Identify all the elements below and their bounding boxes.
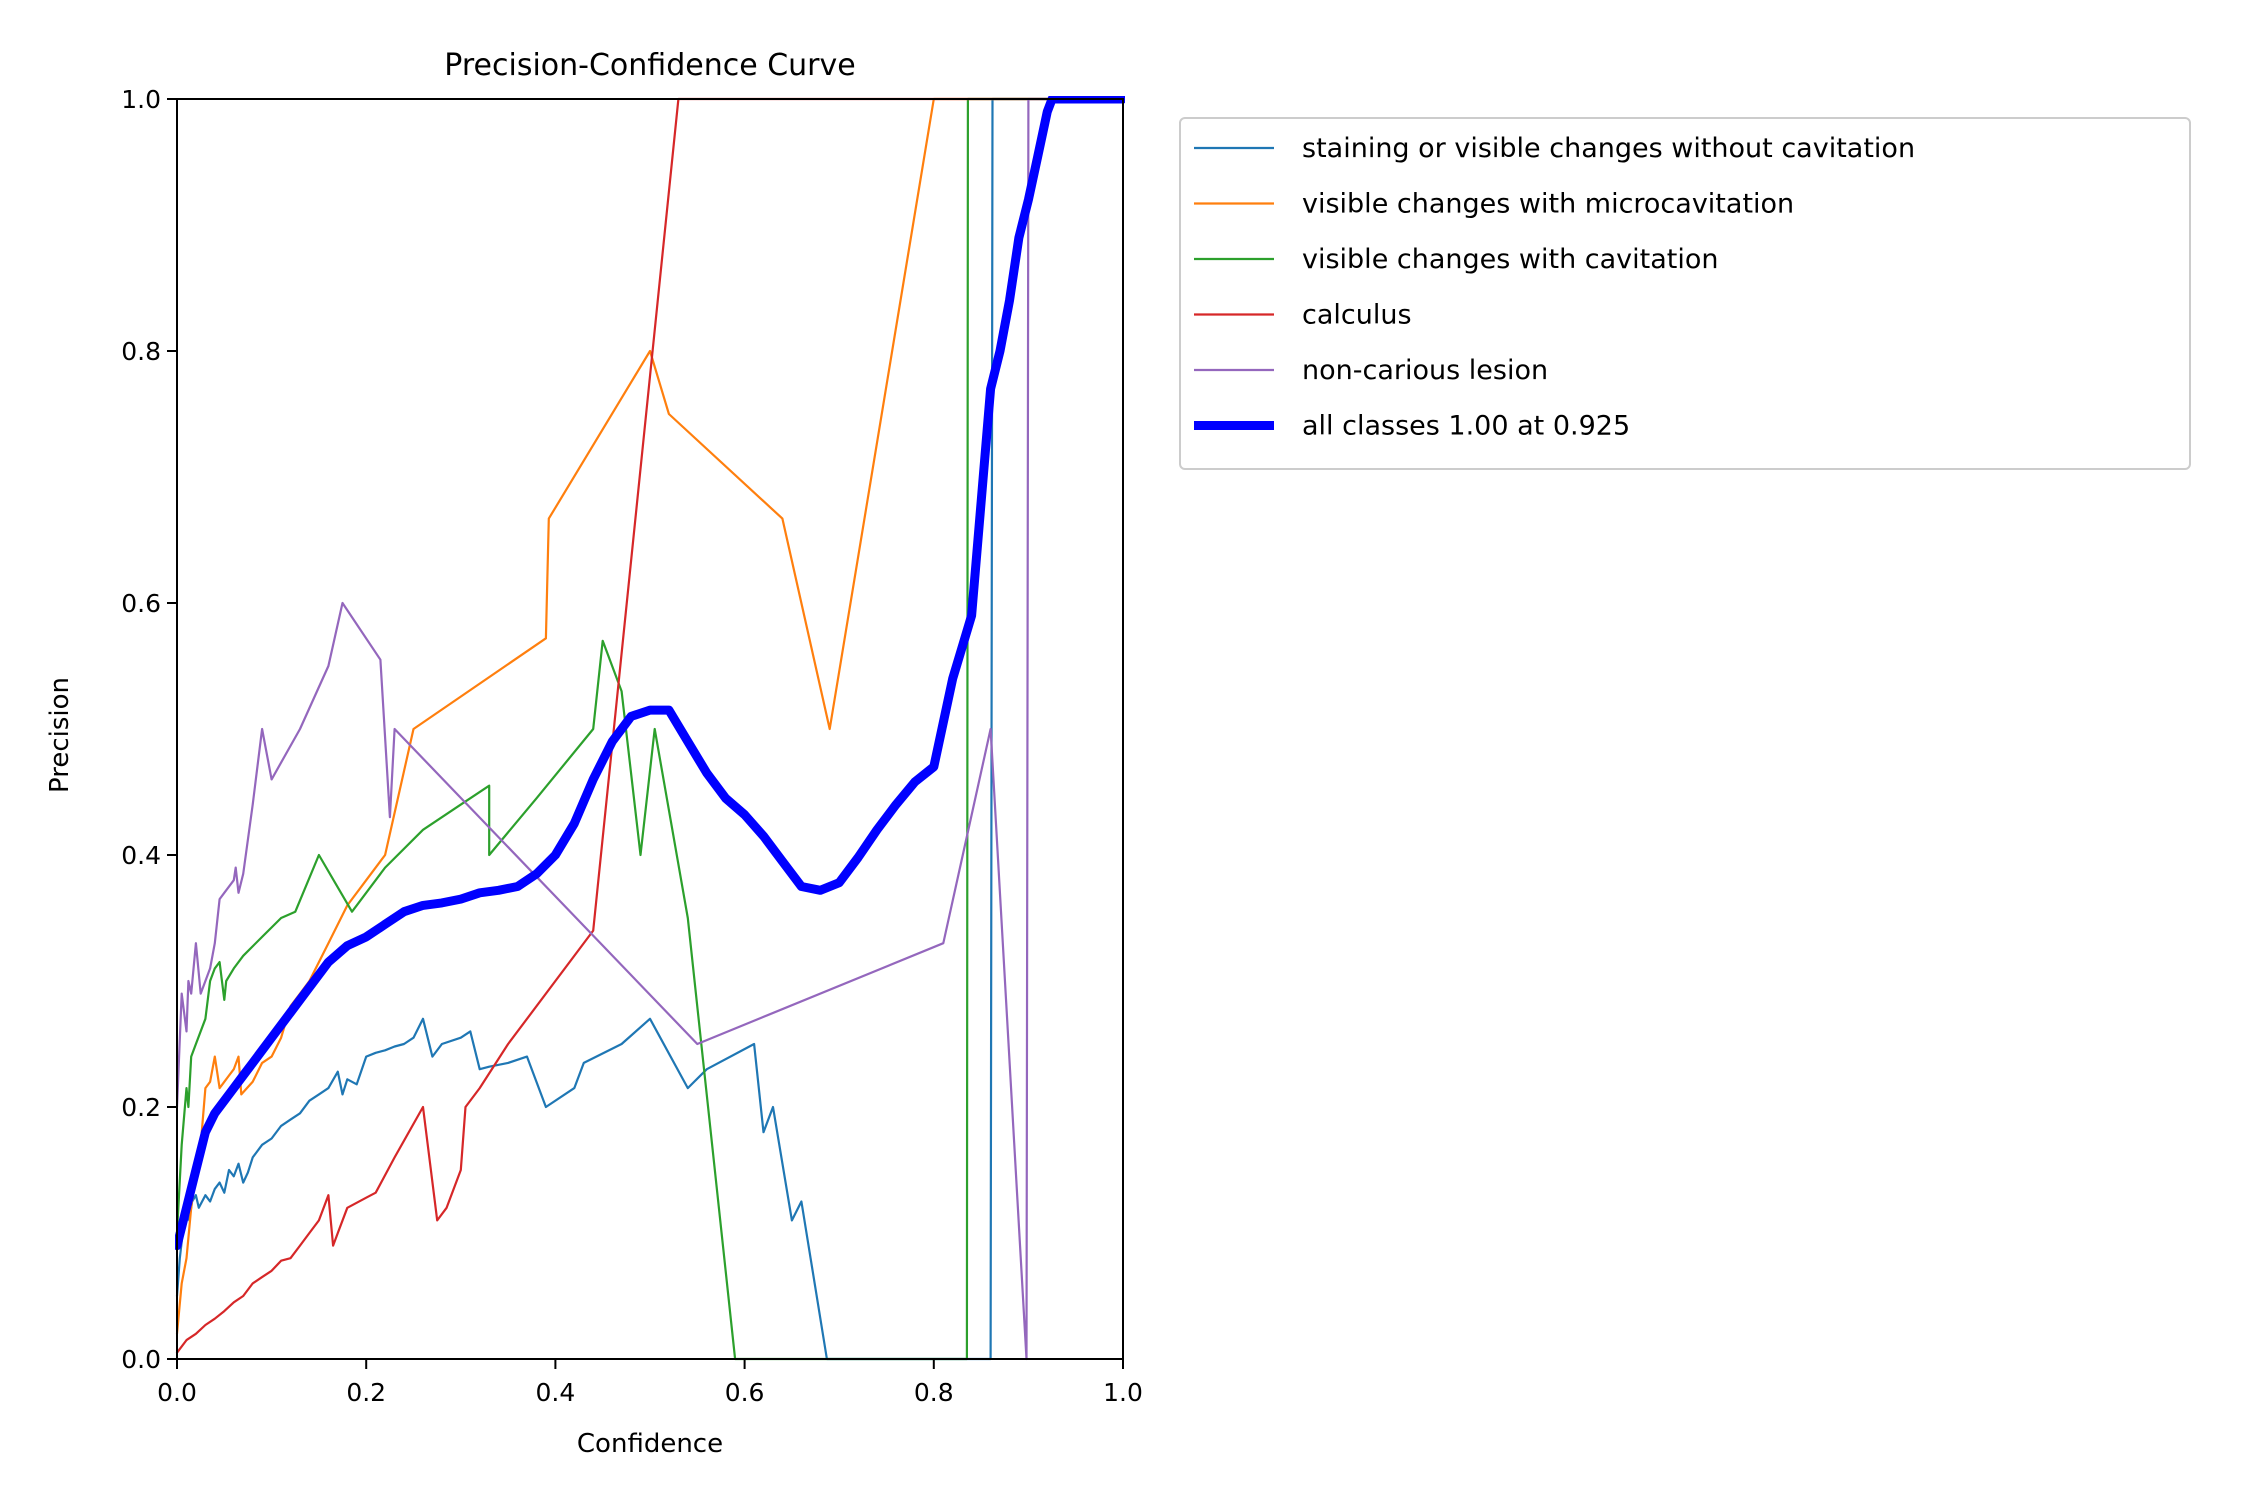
y-tick-label: 0.4 [121, 841, 161, 870]
series-line-2 [175, 97, 1125, 1361]
y-tick-label: 0.0 [121, 1345, 161, 1374]
chart-title: Precision-Confidence Curve [444, 48, 855, 83]
x-tick-label: 0.6 [725, 1378, 765, 1407]
y-tick-label: 0.2 [121, 1093, 161, 1122]
series-line-1 [175, 97, 1125, 1335]
y-tick-label: 0.8 [121, 337, 161, 366]
legend-label: visible changes with microcavitation [1302, 189, 1794, 220]
x-tick-label: 0.4 [536, 1378, 576, 1407]
legend-frame [1179, 117, 2191, 470]
y-tick-label: 0.6 [121, 589, 161, 618]
y-tick-label: 1.0 [121, 85, 161, 114]
x-axis-label: Confidence [577, 1429, 723, 1459]
legend-label: visible changes with cavitation [1302, 244, 1718, 275]
x-tick-label: 0.2 [346, 1378, 386, 1407]
legend-label: all classes 1.00 at 0.925 [1302, 411, 1630, 442]
series-line-5 [175, 96, 1125, 1251]
series-line-4 [175, 97, 1125, 1361]
series-layer [175, 96, 1125, 1361]
legend-label: staining or visible changes without cavi… [1302, 133, 1915, 164]
legend: staining or visible changes without cavi… [1179, 117, 2191, 470]
series-line-0 [175, 97, 1125, 1361]
x-tick-label: 1.0 [1103, 1378, 1143, 1407]
x-tick-label: 0.0 [157, 1378, 197, 1407]
axis-ticks: 0.0 0.2 0.4 0.6 0.8 1.0 0.0 0.2 0.4 0.6 0.8 1.0 [121, 85, 1143, 1407]
legend-label: non-carious lesion [1302, 355, 1548, 386]
plot-frame [176, 98, 1124, 1360]
x-tick-label: 0.8 [914, 1378, 954, 1407]
series-line-3 [175, 97, 1125, 1354]
legend-label: calculus [1302, 300, 1412, 331]
y-axis-label: Precision [45, 677, 75, 793]
